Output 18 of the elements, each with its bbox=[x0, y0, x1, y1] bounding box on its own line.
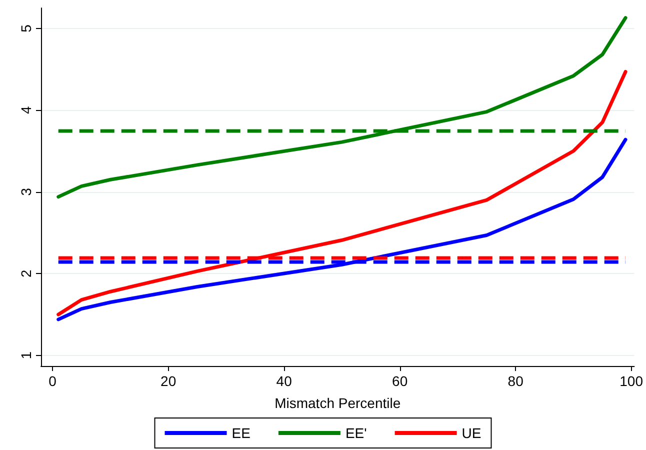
legend-label: EE bbox=[232, 425, 250, 441]
x-tick-label: 100 bbox=[620, 373, 644, 389]
line-series bbox=[56, 16, 628, 199]
y-tick-label: 2 bbox=[18, 270, 34, 278]
line-series bbox=[56, 70, 628, 316]
x-axis-title: Mismatch Percentile bbox=[274, 395, 401, 411]
x-tick-label: 20 bbox=[160, 373, 176, 389]
line-series bbox=[56, 138, 628, 322]
y-tick-label: 5 bbox=[18, 24, 34, 32]
y-tick-label: 4 bbox=[18, 106, 34, 114]
y-tick-label: 3 bbox=[18, 188, 34, 196]
x-tick-label: 0 bbox=[48, 373, 57, 389]
legend-label: EE' bbox=[345, 425, 367, 441]
x-tick-label: 60 bbox=[392, 373, 408, 389]
y-tick-label: 1 bbox=[18, 351, 34, 360]
x-tick-label: 40 bbox=[276, 373, 292, 389]
x-tick-label: 80 bbox=[508, 373, 524, 389]
legend-label: UE bbox=[462, 425, 482, 441]
